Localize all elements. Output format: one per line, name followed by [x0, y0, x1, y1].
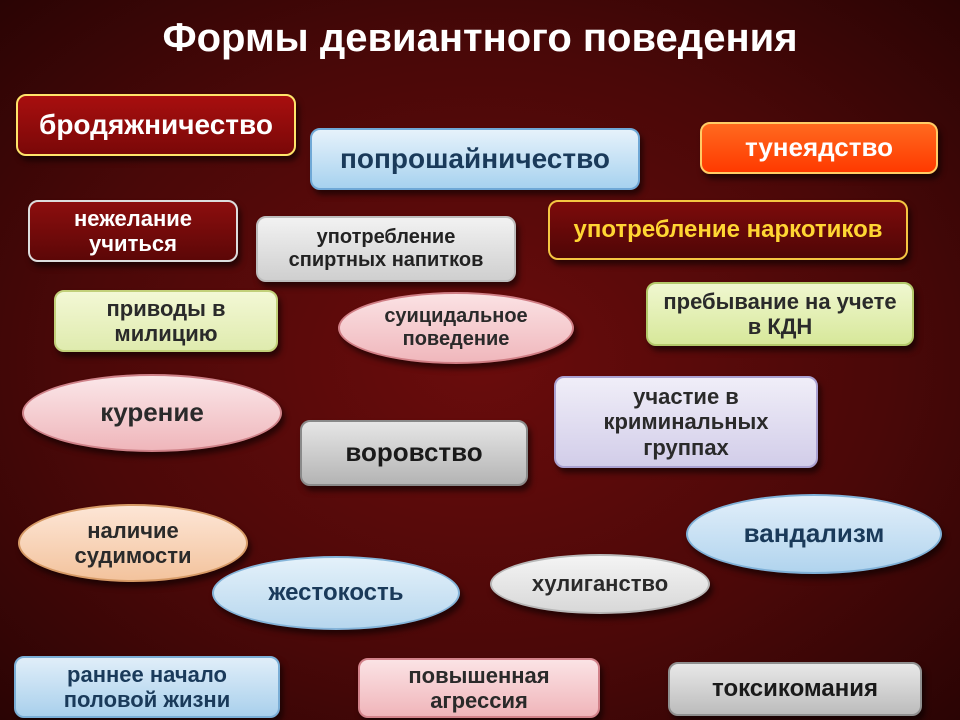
- bubble-label: раннее начало половой жизни: [26, 662, 268, 713]
- bubble-label: воровство: [345, 438, 482, 468]
- bubble-label: жестокость: [268, 579, 403, 607]
- bubble-parasitism: тунеядство: [700, 122, 938, 174]
- bubble-criminal-groups: участие в криминальных группах: [554, 376, 818, 468]
- bubble-label: участие в криминальных группах: [566, 384, 806, 460]
- bubble-unwilling-study: нежелание учиться: [28, 200, 238, 262]
- bubble-suicidal: суицидальное поведение: [338, 292, 574, 364]
- bubble-begging: попрошайничество: [310, 128, 640, 190]
- bubble-label: попрошайничество: [340, 143, 610, 175]
- bubble-vandalism: вандализм: [686, 494, 942, 574]
- bubble-label: нежелание учиться: [40, 206, 226, 257]
- bubble-label: употребление наркотиков: [574, 216, 883, 244]
- bubble-label: повышенная агрессия: [370, 663, 588, 714]
- slide-title: Формы девиантного поведения: [0, 0, 960, 61]
- bubble-label: употребление спиртных напитков: [268, 226, 504, 272]
- bubble-label: наличие судимости: [30, 518, 236, 569]
- bubble-smoking: курение: [22, 374, 282, 452]
- bubble-vagrancy: бродяжничество: [16, 94, 296, 156]
- bubble-label: токсикомания: [712, 675, 878, 703]
- bubble-theft: воровство: [300, 420, 528, 486]
- bubble-label: пребывание на учете в КДН: [658, 289, 902, 340]
- bubble-alcohol: употребление спиртных напитков: [256, 216, 516, 282]
- bubble-hooliganism: хулиганство: [490, 554, 710, 614]
- bubble-cruelty: жестокость: [212, 556, 460, 630]
- bubble-toxicomania: токсикомания: [668, 662, 922, 716]
- bubble-kdn-register: пребывание на учете в КДН: [646, 282, 914, 346]
- bubble-label: приводы в милицию: [66, 296, 266, 347]
- bubble-early-sex: раннее начало половой жизни: [14, 656, 280, 718]
- bubble-conviction: наличие судимости: [18, 504, 248, 582]
- bubble-label: бродяжничество: [39, 109, 273, 141]
- bubble-label: тунеядство: [745, 133, 893, 163]
- bubble-police-records: приводы в милицию: [54, 290, 278, 352]
- bubble-label: суицидальное поведение: [350, 305, 562, 351]
- bubble-aggression: повышенная агрессия: [358, 658, 600, 718]
- bubble-drugs: употребление наркотиков: [548, 200, 908, 260]
- bubble-label: хулиганство: [532, 571, 668, 596]
- bubble-label: курение: [100, 398, 204, 428]
- bubble-label: вандализм: [744, 519, 885, 549]
